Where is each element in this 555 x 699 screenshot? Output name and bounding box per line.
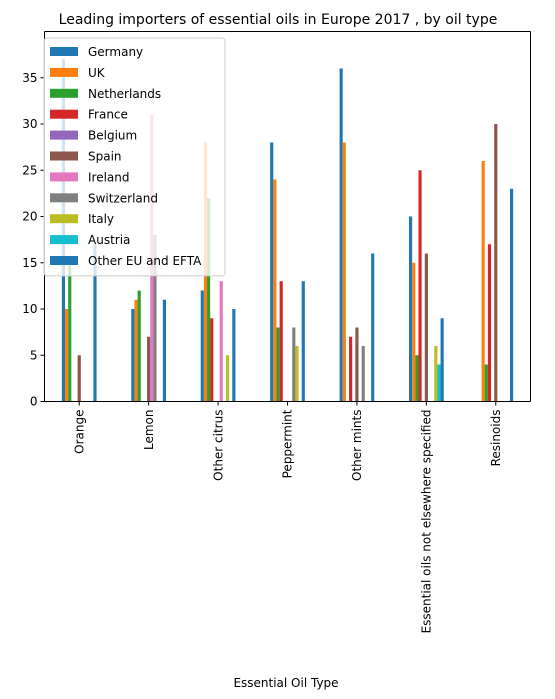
legend-label: Netherlands [88, 87, 161, 101]
y-tick-label: 15 [22, 256, 37, 270]
legend-label: Ireland [88, 170, 130, 184]
bar [412, 262, 416, 402]
legend-swatch [50, 130, 78, 140]
bar [270, 142, 274, 402]
bar [219, 281, 223, 402]
bar [162, 299, 166, 402]
bar [481, 161, 485, 402]
bar [418, 170, 422, 402]
bar [509, 188, 514, 402]
y-tick-label: 25 [22, 163, 37, 177]
bar [440, 318, 444, 402]
bar [65, 309, 69, 402]
bar [339, 68, 343, 402]
x-axis-label: Essential Oil Type [233, 676, 338, 690]
bar [200, 290, 204, 402]
legend-swatch [50, 151, 78, 161]
bar [437, 364, 441, 402]
bar [279, 281, 283, 402]
bar [273, 179, 277, 402]
y-tick-label: 0 [30, 395, 38, 409]
legend-label: Spain [88, 150, 122, 164]
y-tick-label: 35 [22, 71, 37, 85]
bar [131, 309, 135, 402]
bar [371, 253, 375, 402]
y-tick-label: 30 [22, 117, 37, 131]
bar [77, 355, 81, 402]
bar [147, 336, 151, 402]
legend-label: Switzerland [88, 191, 158, 205]
legend-swatch [50, 235, 78, 245]
x-tick-label: Peppermint [281, 409, 295, 478]
legend-swatch [50, 214, 78, 224]
bar [409, 216, 413, 402]
bar [137, 290, 141, 402]
legend: Germany UK Netherlands France Belgium Spain Ir… [43, 37, 226, 277]
bar [484, 364, 488, 402]
legend-swatch [50, 67, 78, 77]
y-tick-label: 5 [30, 348, 38, 362]
bar [207, 198, 211, 402]
legend-label: France [88, 108, 128, 122]
bar [93, 244, 97, 402]
legend-label: Other EU and EFTA [88, 254, 202, 268]
legend-swatch [50, 47, 78, 56]
bar [292, 327, 296, 402]
legend-swatch [50, 172, 78, 182]
legend-label: Italy [88, 212, 114, 226]
legend-label: Belgium [88, 129, 137, 143]
bar [424, 253, 428, 402]
x-tick-label: Other mints [350, 410, 364, 481]
bar [349, 336, 353, 402]
bar [301, 281, 305, 402]
bar [210, 318, 214, 402]
bar [342, 142, 346, 402]
x-tick-label: Orange [72, 410, 86, 454]
bar [361, 346, 365, 402]
x-tick-label: Lemon [142, 410, 156, 451]
bar [276, 327, 280, 402]
bar [68, 262, 72, 402]
bar [232, 309, 236, 402]
bar [134, 299, 138, 402]
bar [494, 124, 498, 402]
bar [487, 244, 492, 402]
legend-label: UK [88, 66, 106, 80]
bar [415, 355, 419, 402]
x-tick-label: Other citrus [211, 410, 225, 481]
legend-label: Austria [88, 233, 130, 247]
x-tick-label: Resinoids [489, 410, 503, 467]
legend-label: Germany [88, 45, 143, 59]
bar [153, 235, 157, 402]
x-axis: Orange Lemon Other citrus Peppermint Other m… [72, 401, 503, 634]
bar [434, 346, 438, 402]
y-tick-label: 10 [22, 302, 37, 316]
chart-title: Leading importers of essential oils in E… [59, 12, 498, 28]
legend-swatch [50, 193, 78, 203]
legend-swatch [50, 109, 78, 119]
legend-frame [43, 37, 226, 277]
bar [295, 346, 299, 402]
legend-swatch [50, 88, 78, 98]
bar [225, 355, 230, 402]
bar [355, 327, 359, 402]
y-tick-label: 20 [22, 210, 37, 224]
legend-swatch [50, 256, 78, 265]
x-tick-label: Essential oils not elsewhere specified [420, 410, 434, 634]
y-axis: 0 5 10 15 20 25 30 35 [22, 71, 45, 409]
